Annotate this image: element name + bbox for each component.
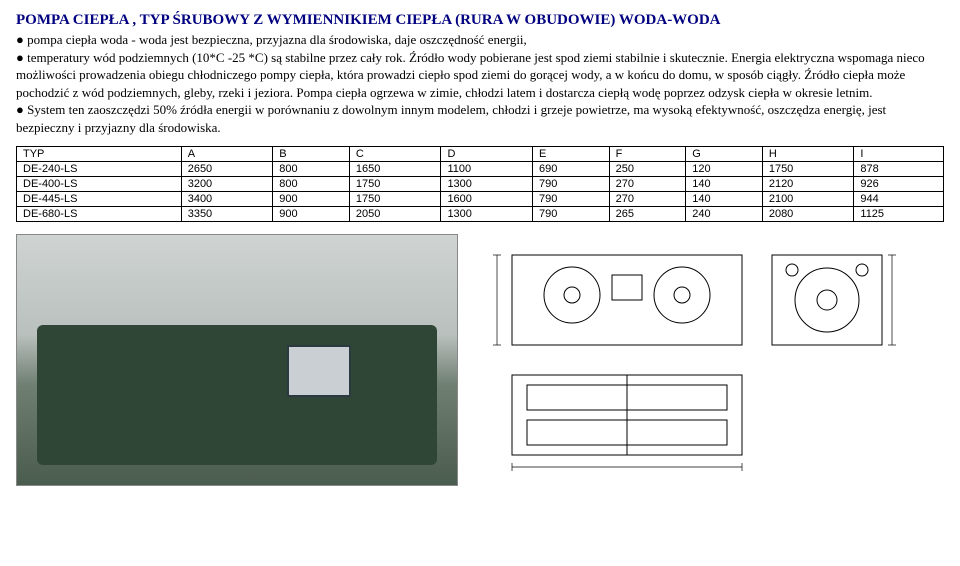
cell: 2650 (181, 162, 273, 177)
col-header: I (854, 147, 944, 162)
cell: 1750 (349, 177, 441, 192)
cell: 1300 (441, 177, 533, 192)
table-row: DE-445-LS 3400 900 1750 1600 790 270 140… (17, 192, 944, 207)
cell: 1125 (854, 207, 944, 222)
cell: 3350 (181, 207, 273, 222)
cell: 270 (609, 192, 686, 207)
cell: 1600 (441, 192, 533, 207)
cell: 140 (686, 177, 763, 192)
cell: DE-400-LS (17, 177, 182, 192)
cell: 140 (686, 192, 763, 207)
col-header: F (609, 147, 686, 162)
bullet-item: ● temperatury wód podziemnych (10*C -25 … (16, 49, 944, 102)
table-row: DE-240-LS 2650 800 1650 1100 690 250 120… (17, 162, 944, 177)
bullet-item: ● pompa ciepła woda - woda jest bezpiecz… (16, 31, 944, 49)
col-header: A (181, 147, 273, 162)
cell: 1750 (762, 162, 854, 177)
cell: 790 (533, 207, 610, 222)
cell: 120 (686, 162, 763, 177)
technical-diagram (482, 235, 902, 485)
cell: 1100 (441, 162, 533, 177)
col-header: B (273, 147, 350, 162)
product-photo (16, 234, 458, 486)
cell: DE-680-LS (17, 207, 182, 222)
cell: 690 (533, 162, 610, 177)
cell: 800 (273, 177, 350, 192)
cell: 878 (854, 162, 944, 177)
cell: 265 (609, 207, 686, 222)
bullet-item: ● System ten zaoszczędzi 50% źródła ener… (16, 101, 944, 136)
cell: 790 (533, 177, 610, 192)
col-header: H (762, 147, 854, 162)
images-row (16, 234, 944, 486)
cell: 270 (609, 177, 686, 192)
cell: 240 (686, 207, 763, 222)
col-header: G (686, 147, 763, 162)
col-header: E (533, 147, 610, 162)
cell: 2080 (762, 207, 854, 222)
table-row: DE-400-LS 3200 800 1750 1300 790 270 140… (17, 177, 944, 192)
cell: 3200 (181, 177, 273, 192)
cell: DE-240-LS (17, 162, 182, 177)
cell: 2120 (762, 177, 854, 192)
col-header: TYP (17, 147, 182, 162)
cell: 2100 (762, 192, 854, 207)
cell: DE-445-LS (17, 192, 182, 207)
page-title: POMPA CIEPŁA , TYP ŚRUBOWY Z WYMIENNIKIE… (16, 12, 944, 29)
cell: 926 (854, 177, 944, 192)
table-row: DE-680-LS 3350 900 2050 1300 790 265 240… (17, 207, 944, 222)
cell: 3400 (181, 192, 273, 207)
cell: 790 (533, 192, 610, 207)
col-header: D (441, 147, 533, 162)
col-header: C (349, 147, 441, 162)
table-header-row: TYP A B C D E F G H I (17, 147, 944, 162)
dimensions-table: TYP A B C D E F G H I DE-240-LS 2650 800… (16, 146, 944, 222)
cell: 250 (609, 162, 686, 177)
cell: 1650 (349, 162, 441, 177)
cell: 1750 (349, 192, 441, 207)
bullet-list: ● pompa ciepła woda - woda jest bezpiecz… (16, 31, 944, 136)
cell: 900 (273, 192, 350, 207)
cell: 1300 (441, 207, 533, 222)
cell: 900 (273, 207, 350, 222)
cell: 800 (273, 162, 350, 177)
cell: 944 (854, 192, 944, 207)
cell: 2050 (349, 207, 441, 222)
